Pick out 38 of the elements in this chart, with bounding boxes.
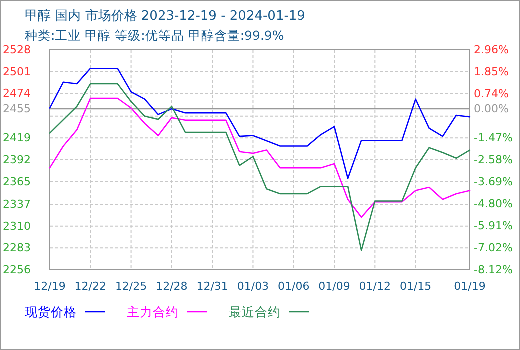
- x-tick-label: 01/19: [454, 280, 486, 293]
- x-tick-label: 12/28: [156, 280, 188, 293]
- y2-tick-label: -2.58%: [474, 154, 513, 166]
- x-tick-label: 12/19: [34, 280, 66, 293]
- y2-tick-label: -4.80%: [474, 198, 513, 211]
- chart-subtitle: 种类:工业 甲醇 等级:优等品 甲醇含量:99.9%: [25, 28, 284, 43]
- y2-tick-label: -3.69%: [474, 176, 513, 189]
- legend-label: 主力合约: [127, 304, 179, 320]
- y-tick-label: 2310: [3, 220, 31, 233]
- y-tick-label: 2501: [3, 65, 31, 78]
- y2-tick-label: -8.12%: [474, 264, 513, 276]
- y-tick-label: 2474: [3, 87, 31, 100]
- y2-tick-label: -5.91%: [474, 220, 513, 233]
- legend-label: 现货价格: [25, 304, 77, 320]
- y2-tick-label: -7.02%: [474, 242, 513, 255]
- y2-tick-label: -1.47%: [474, 131, 513, 144]
- y-tick-label: 2365: [3, 175, 31, 188]
- x-tick-label: 01/12: [359, 280, 392, 293]
- y-tick-label: 2419: [3, 132, 31, 145]
- x-tick-label: 01/06: [278, 280, 310, 293]
- y-tick-label: 2528: [3, 44, 31, 56]
- y-tick-label: 2283: [3, 242, 31, 255]
- legend-label: 最近合约: [229, 304, 281, 320]
- x-tick-label: 01/15: [400, 280, 432, 293]
- y-tick-label: 2256: [3, 264, 31, 276]
- x-tick-label: 12/25: [115, 280, 148, 293]
- y2-tick-label: 0.74%: [474, 88, 509, 101]
- y2-tick-label: 0.00%: [474, 102, 509, 116]
- y-tick-label: 2392: [3, 154, 31, 166]
- y2-tick-label: 2.96%: [474, 44, 509, 56]
- y-tick-label: 2455: [3, 102, 31, 116]
- y-tick-label: 2337: [3, 198, 31, 211]
- x-tick-label: 12/22: [74, 280, 106, 293]
- y2-tick-label: 1.85%: [474, 66, 509, 79]
- x-tick-label: 01/09: [318, 280, 350, 293]
- chart-title: 甲醇 国内 市场价格 2023-12-19 - 2024-01-19: [25, 9, 306, 24]
- x-tick-label: 01/03: [237, 280, 270, 293]
- x-tick-label: 12/31: [196, 280, 228, 293]
